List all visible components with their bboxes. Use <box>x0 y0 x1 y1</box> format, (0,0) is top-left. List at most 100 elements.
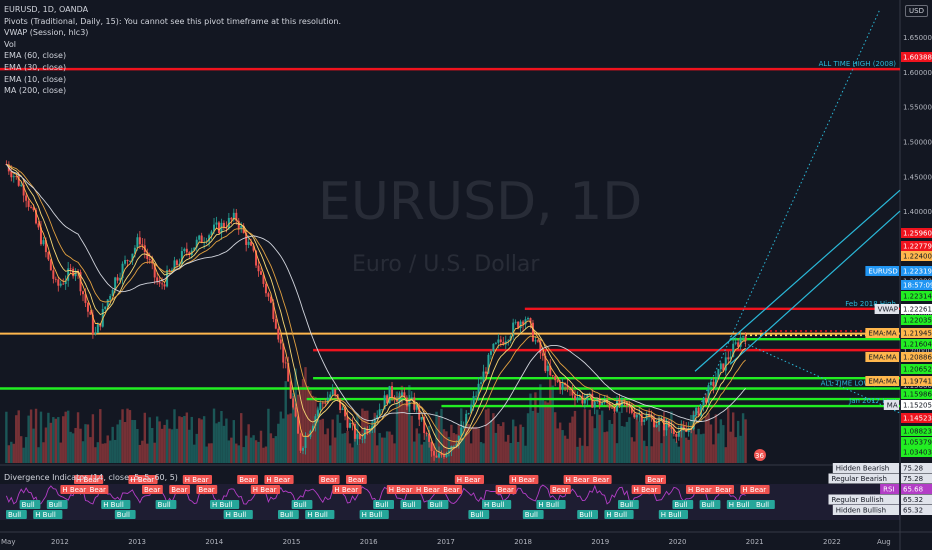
candle <box>517 321 520 329</box>
bear-marker <box>346 475 367 484</box>
candle <box>534 340 537 342</box>
volume-bar <box>59 442 62 463</box>
candle <box>465 413 468 426</box>
volume-bar <box>526 413 530 463</box>
candle <box>378 409 381 416</box>
volume-bar <box>326 428 329 463</box>
event-bubble <box>754 449 766 461</box>
volume-bar <box>613 413 616 463</box>
volume-bar <box>529 393 532 463</box>
candle <box>341 408 344 410</box>
divergence-indicator-title[interactable]: Divergence Indicator (14, close, 5, 5, 6… <box>4 473 178 482</box>
volume-bar <box>593 428 596 463</box>
price-tag-name <box>865 376 899 386</box>
volume-bar <box>215 423 218 463</box>
candle <box>133 247 136 254</box>
price-tag-label: 1.15205 <box>903 402 932 410</box>
bull-marker <box>618 500 639 509</box>
volume-bar <box>136 429 139 463</box>
volume-bar <box>680 423 683 463</box>
legend-pivots[interactable]: Pivots (Traditional, Daily, 15): You can… <box>4 16 342 26</box>
candle <box>349 422 352 428</box>
legend-ema60[interactable]: EMA (60, close) <box>4 51 67 61</box>
currency-label[interactable]: USD <box>905 5 928 17</box>
candle <box>148 258 151 261</box>
price-tag-label: 1.21604 <box>903 341 932 349</box>
marker-label: H Bear <box>511 476 535 484</box>
candle <box>566 385 569 390</box>
price-tag <box>901 400 932 410</box>
volume-bar <box>81 441 85 463</box>
volume-bar <box>420 444 423 463</box>
volume-bar <box>333 437 337 463</box>
volume-bar <box>158 421 161 463</box>
price-tag-label: 1.22035 <box>903 317 932 325</box>
volume-bar <box>388 431 391 463</box>
time-axis[interactable]: May 2012 2013 2014 2015 2016 2017 2018 2019 2020 2… <box>1 538 891 546</box>
rsi-label-text: RSI <box>883 486 894 494</box>
volume-bar <box>267 408 270 463</box>
bear-marker <box>128 475 158 484</box>
candle <box>539 341 542 354</box>
volume-bar <box>383 437 386 463</box>
candle <box>576 397 579 400</box>
candle <box>250 241 253 246</box>
volume-bar <box>113 439 117 463</box>
candle <box>124 260 127 264</box>
volume-bar <box>694 434 698 463</box>
candle <box>366 429 369 433</box>
marker-label: H Bear <box>76 476 100 484</box>
legend-vol[interactable]: Vol <box>4 39 16 49</box>
volume-bar <box>178 416 181 463</box>
volume-bar <box>32 428 35 463</box>
legend-ma200[interactable]: MA (200, close) <box>4 86 67 96</box>
candle <box>163 284 166 287</box>
candle <box>178 263 181 265</box>
price-tag <box>901 352 932 362</box>
candle <box>497 339 500 343</box>
volume-bar <box>586 446 589 463</box>
candle <box>420 417 423 420</box>
volume-bar <box>487 408 490 463</box>
bear-marker <box>550 485 571 494</box>
candle <box>734 342 737 344</box>
candle <box>363 429 366 439</box>
volume-bar <box>336 414 339 463</box>
marker-label: Bear <box>90 486 106 494</box>
volume-bar <box>482 443 485 463</box>
candle <box>470 404 473 414</box>
volume-bar <box>615 443 619 463</box>
volume-bar <box>69 431 72 463</box>
legend-symbol[interactable]: EURUSD, 1D, OANDA <box>4 5 89 14</box>
volume-bar <box>400 385 404 463</box>
volume-bar <box>662 425 666 463</box>
volume-bar <box>175 428 179 463</box>
volume-layer <box>5 367 747 463</box>
volume-bar <box>732 412 735 463</box>
volume-bar <box>521 426 525 463</box>
legend-ema10[interactable]: EMA (10, close) <box>4 74 67 84</box>
candle <box>245 233 248 245</box>
levels-layer: ALL TIME HIGH (2008) Feb 2018 High ALL TIM… <box>0 60 900 408</box>
volume-bar <box>717 433 720 463</box>
candle <box>44 240 47 253</box>
volume-bar <box>282 418 285 463</box>
candle <box>514 321 517 323</box>
volume-bar <box>170 429 174 463</box>
volume-bar <box>472 427 475 463</box>
candle <box>618 398 621 407</box>
legend-vwap[interactable]: VWAP (Session, hlc3) <box>4 28 89 38</box>
legend-ema30[interactable]: EMA (30, close) <box>4 62 67 72</box>
time-tick-label: Aug <box>877 538 891 546</box>
volume-bar <box>581 445 584 463</box>
price-tag-name-label: EURUSD <box>868 268 897 276</box>
volume-bar <box>217 421 221 463</box>
candle <box>235 212 238 221</box>
candle <box>507 340 510 342</box>
candle <box>39 227 42 245</box>
volume-bar <box>193 444 196 463</box>
bull-marker <box>278 510 299 519</box>
volume-bar <box>195 433 198 463</box>
candle <box>358 434 361 440</box>
